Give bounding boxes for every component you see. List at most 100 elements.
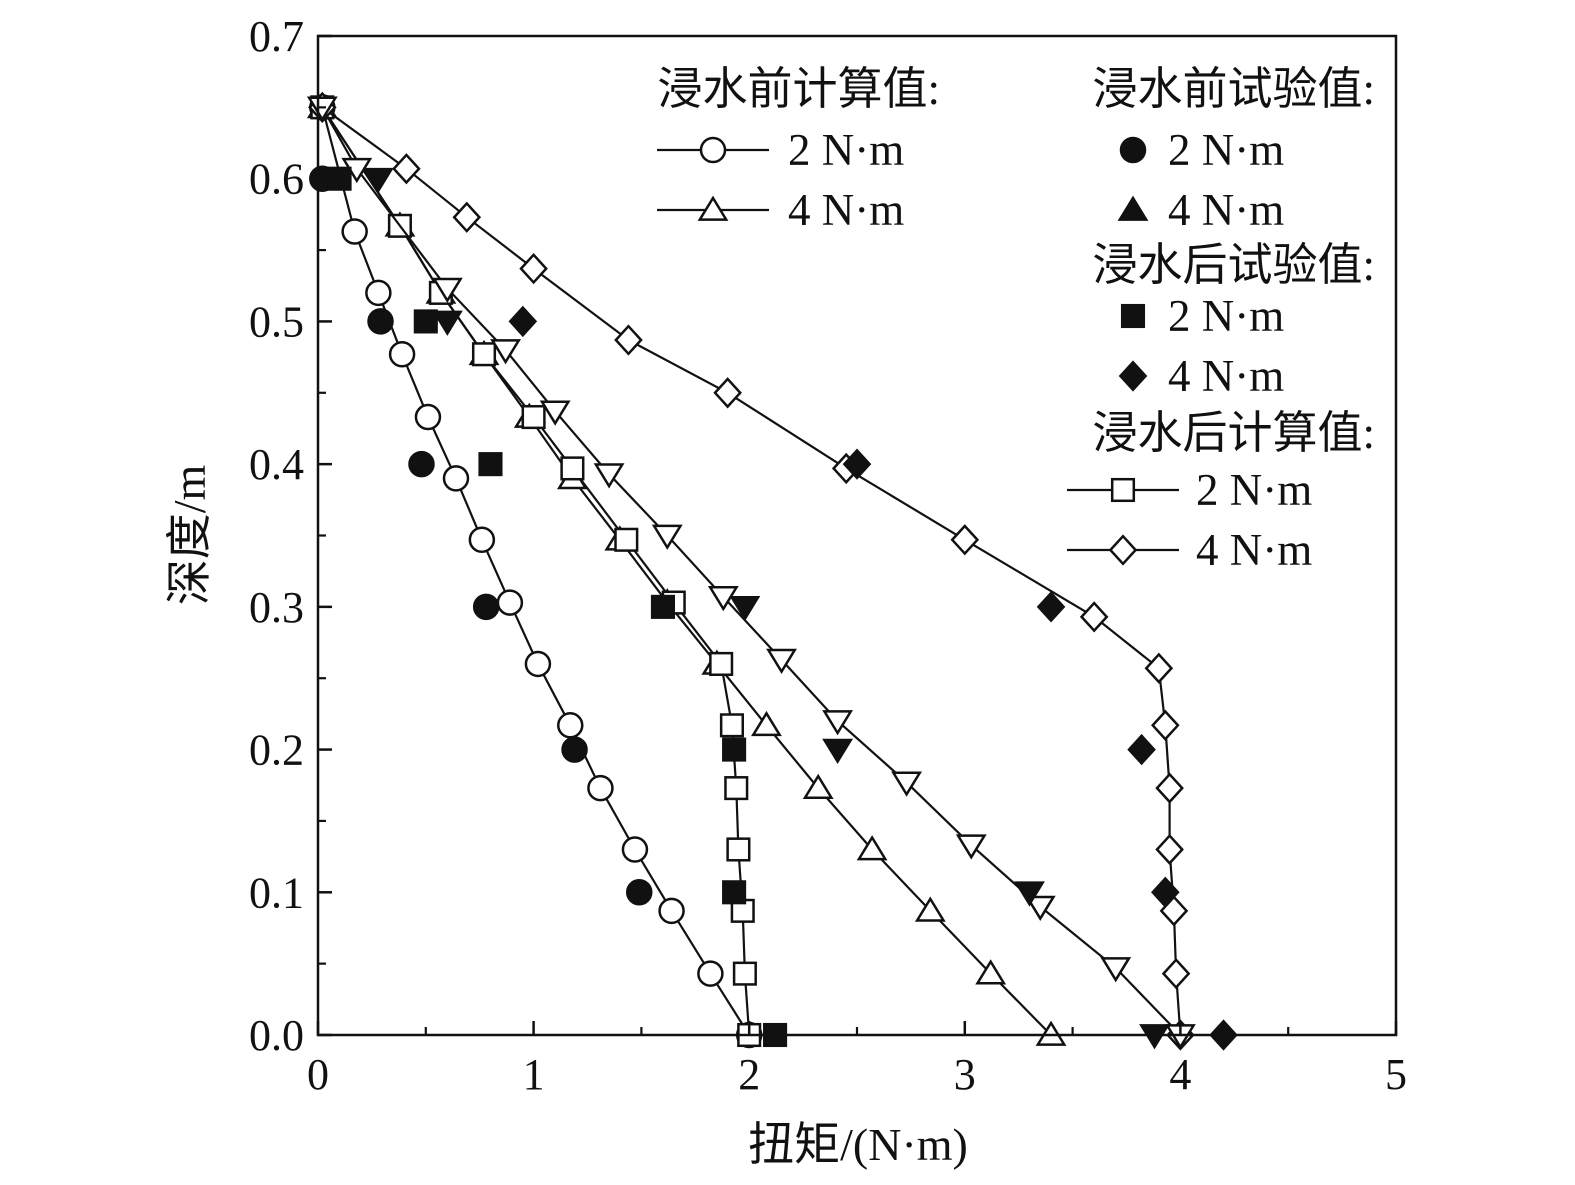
legend-marker-before_test_4 — [1117, 195, 1149, 221]
y-tick-label: 0.1 — [249, 868, 304, 917]
point-after_calc_4-4 — [614, 324, 643, 356]
x-tick-label: 5 — [1385, 1050, 1407, 1099]
y-tick-label: 0.2 — [249, 726, 304, 775]
y-tick-label: 0.4 — [249, 440, 304, 489]
legend-group-title: 浸水前计算值: — [657, 64, 940, 114]
point-after_calc_4b-3 — [490, 339, 522, 365]
legend-entry-label: 4 N·m — [1196, 525, 1312, 575]
legend-group-title: 浸水前试验值: — [1092, 64, 1375, 114]
point-before_calc_2-10 — [587, 774, 614, 802]
series-before_test_4b — [362, 167, 1170, 1050]
point-after_calc_4b-11 — [955, 834, 987, 860]
x-axis-label: 扭矩/(N·m) — [748, 1119, 968, 1170]
x-tick-label: 2 — [738, 1050, 760, 1099]
point-before_calc_4-12 — [914, 896, 946, 922]
y-tick-label: 0.0 — [249, 1011, 304, 1060]
legend-marker-after_calc_4 — [1108, 534, 1138, 566]
point-before_calc_2-8 — [524, 650, 552, 678]
point-after_test_2-2 — [478, 452, 503, 477]
point-after_test_4-0 — [508, 305, 538, 338]
point-after_calc_2-8 — [709, 651, 734, 676]
point-before_calc_2-13 — [697, 960, 724, 987]
point-after_calc_2-9 — [719, 713, 745, 738]
x-tick-label: 1 — [523, 1050, 545, 1099]
point-after_calc_4-14 — [1161, 957, 1191, 990]
series-line-before_calc_4 — [321, 106, 1052, 1036]
y-tick-label: 0.6 — [249, 155, 304, 204]
legend-group-title: 浸水后试验值: — [1092, 240, 1375, 290]
point-after_calc_4-2 — [452, 201, 482, 233]
plot-area — [306, 91, 1238, 1051]
point-before_test_4b-0 — [362, 167, 394, 194]
y-tick-label: 0.3 — [249, 583, 304, 632]
point-after_calc_2-11 — [726, 837, 751, 862]
point-before_test_4b-3 — [822, 738, 854, 764]
legend-marker-before_calc_2 — [699, 136, 727, 164]
point-after_calc_4-8 — [1079, 601, 1109, 633]
point-before_test_4b-2 — [729, 596, 761, 622]
point-after_calc_2-13 — [732, 961, 757, 986]
point-after_calc_4b-8 — [766, 648, 797, 675]
legend-group-2: 浸水后试验值:2 N·m 4 N·m — [1092, 240, 1375, 401]
point-after_calc_4b-9 — [822, 710, 854, 736]
x-tick-label: 0 — [307, 1050, 329, 1099]
point-after_calc_2-4 — [521, 404, 546, 430]
point-after_test_2-5 — [722, 880, 747, 905]
legend-marker-before_test_2 — [1119, 136, 1147, 164]
series-before_calc_2 — [309, 94, 763, 1049]
point-after_calc_4b-7 — [707, 586, 739, 612]
series-after_calc_2 — [310, 95, 762, 1048]
y-axis-label: 深度/m — [164, 465, 215, 606]
point-after_test_4-1 — [842, 448, 872, 480]
point-after_calc_4-11 — [1155, 772, 1184, 804]
legend-marker-after_test_4 — [1118, 360, 1148, 392]
legend-entry-label: 4 N·m — [788, 185, 904, 235]
series-line-after_calc_4 — [321, 106, 1182, 1036]
series-after_test_2 — [327, 166, 788, 1048]
point-after_calc_4b-12 — [1024, 895, 1056, 921]
point-before_test_4b-4 — [1014, 881, 1045, 907]
point-before_test_2-4 — [561, 736, 588, 763]
point-after_calc_4b-6 — [651, 524, 683, 550]
point-before_calc_4-13 — [975, 959, 1007, 985]
legend-entry-label: 2 N·m — [788, 125, 904, 175]
point-before_test_2-1 — [367, 308, 394, 335]
point-before_calc_2-1 — [341, 218, 368, 245]
point-after_calc_2-6 — [614, 527, 639, 552]
point-after_calc_4b-0 — [306, 96, 338, 122]
legend-marker-after_calc_2 — [1110, 477, 1136, 503]
point-before_calc_2-11 — [621, 836, 649, 863]
point-after_test_2-4 — [722, 737, 747, 762]
point-after_calc_4b-4 — [539, 400, 571, 426]
legend-group-title: 浸水后计算值: — [1092, 408, 1375, 458]
point-before_calc_2-2 — [365, 279, 392, 307]
legend-entry-label: 4 N·m — [1168, 185, 1284, 235]
legend-entry-label: 2 N·m — [1168, 125, 1284, 175]
point-before_calc_4-11 — [856, 835, 888, 861]
point-before_calc_2-3 — [388, 341, 416, 368]
point-before_calc_2-12 — [658, 897, 685, 925]
point-after_calc_4b-10 — [891, 771, 923, 797]
legend-entry-label: 2 N·m — [1168, 291, 1284, 341]
legend-entry-label: 2 N·m — [1196, 465, 1312, 515]
point-after_calc_4-5 — [713, 377, 742, 409]
point-after_test_4-3 — [1127, 733, 1156, 766]
point-after_calc_4-9 — [1144, 652, 1174, 684]
point-after_calc_4b-2 — [431, 277, 463, 304]
legend-entry-label: 4 N·m — [1168, 351, 1284, 401]
axes: 0 1 2 3 4 5 0.0 0.1 0.2 0.3 0.4 0.5 0.6 0.7 — [249, 12, 1407, 1099]
point-after_calc_4-12 — [1155, 833, 1184, 866]
point-before_calc_2-5 — [442, 465, 470, 492]
x-tick-label: 3 — [954, 1050, 976, 1099]
point-after_test_2-3 — [650, 594, 676, 619]
series-before_calc_4 — [306, 92, 1067, 1046]
point-after_calc_2-3 — [471, 342, 497, 367]
point-after_calc_4b-5 — [593, 463, 625, 489]
point-before_calc_2-7 — [496, 589, 524, 616]
point-after_calc_4-10 — [1151, 709, 1180, 741]
series-line-after_calc_2 — [321, 106, 751, 1036]
point-before_test_2-5 — [625, 879, 653, 906]
point-after_calc_4b-13 — [1100, 957, 1132, 983]
